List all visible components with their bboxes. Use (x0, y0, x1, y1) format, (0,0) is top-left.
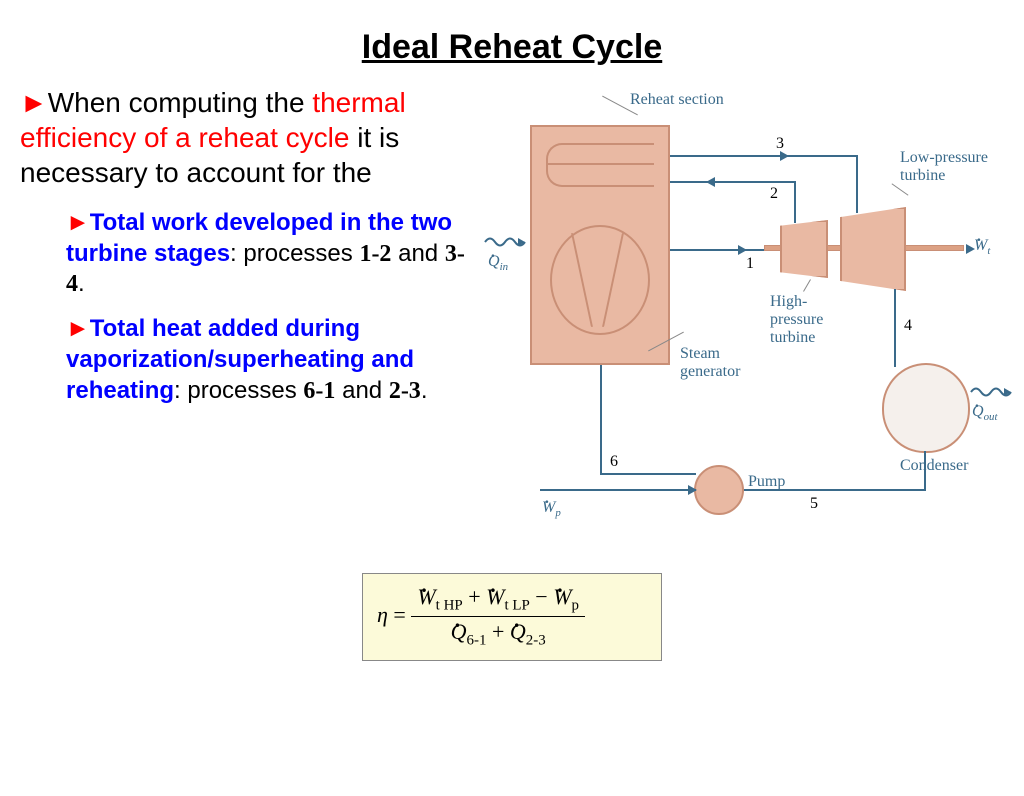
eq-plus2: + (492, 619, 510, 644)
triangle-icon: ► (20, 87, 48, 118)
leader-line (803, 279, 811, 292)
wp-label: Wp (542, 499, 561, 519)
pipe-2b (794, 181, 796, 223)
wp-line (540, 489, 696, 491)
triangle-icon: ► (66, 315, 90, 342)
state-3: 3 (776, 135, 784, 153)
eq-Q2: Q (510, 619, 526, 645)
reheat-cycle-diagram: Reheat section Qin 1 2 3 (480, 85, 1000, 545)
state-4: 4 (904, 317, 912, 335)
sub2-mid: and (335, 377, 388, 404)
flow-arrow-icon (706, 177, 715, 187)
state-5: 5 (810, 495, 818, 513)
sub-bullet-1: ►Total work developed in the two turbine… (66, 208, 470, 300)
eq-numerator: Wt HP + Wt LP − Wp (411, 584, 585, 617)
lp-turbine (840, 207, 906, 291)
leader-line (892, 183, 909, 195)
eq-W2: W (486, 584, 504, 610)
text-column: ►When computing the thermal efficiency o… (20, 85, 480, 545)
eq-denominator: Q6-1 + Q2-3 (411, 617, 585, 649)
page-title: Ideal Reheat Cycle (0, 28, 1024, 67)
main-bullet: ►When computing the thermal efficiency o… (20, 85, 470, 190)
lp-turbine-label: Low-pressure turbine (900, 149, 1010, 185)
condenser-label: Condenser (900, 457, 968, 475)
pipe-6b (600, 473, 696, 475)
eq-minus: − (535, 584, 553, 609)
eq-W1: W (417, 584, 435, 610)
reheat-label: Reheat section (630, 91, 724, 109)
condenser (882, 363, 970, 453)
eq-Q1: Q (451, 619, 467, 645)
triangle-icon: ► (66, 209, 90, 236)
sub2-end: . (421, 377, 428, 404)
qout-label: Qout (972, 403, 997, 423)
qin-label: Qin (488, 253, 508, 273)
pipe-6a (600, 365, 602, 473)
state-1: 1 (746, 255, 754, 273)
pipe-2a (670, 181, 796, 183)
sub1-mid: and (391, 240, 444, 267)
reheat-coil (546, 143, 654, 187)
sub-bullet-list: ►Total work developed in the two turbine… (20, 208, 470, 406)
content-row: ►When computing the thermal efficiency o… (0, 67, 1024, 545)
hp-turbine (780, 220, 828, 278)
sub2-proc-b: 2-3 (389, 378, 421, 404)
pipe-4 (894, 289, 896, 367)
state-2: 2 (770, 185, 778, 203)
eq-W3: W (553, 584, 571, 610)
pump-label: Pump (748, 473, 785, 491)
sub2-tail: : processes (174, 377, 303, 404)
pipe-5a (924, 451, 926, 491)
flow-arrow-icon (738, 245, 747, 255)
sub-bullet-2: ►Total heat added during vaporization/su… (66, 314, 470, 406)
eq-fraction: Wt HP + Wt LP − Wp Q6-1 + Q2-3 (411, 584, 585, 650)
pipe-3b (856, 155, 858, 213)
eq-sub-23: 2-3 (526, 633, 546, 649)
eq-sub-61: 6-1 (467, 633, 487, 649)
sub1-tail: : processes (230, 240, 359, 267)
wt-label: Wt (974, 237, 990, 257)
wp-arrow-icon (688, 485, 697, 495)
pipe-3a (670, 155, 858, 157)
sub1-proc-a: 1-2 (359, 241, 391, 267)
eq-equals: = (393, 602, 411, 627)
hp-turbine-label: High-pressure turbine (770, 293, 860, 347)
eq-plus1: + (468, 584, 486, 609)
state-6: 6 (610, 453, 618, 471)
main-bullet-lead: When computing the (48, 87, 313, 118)
diagram-column: Reheat section Qin 1 2 3 (480, 85, 1004, 545)
eq-sub-p: p (572, 597, 579, 613)
sub2-proc-a: 6-1 (303, 378, 335, 404)
efficiency-equation: η = Wt HP + Wt LP − Wp Q6-1 + Q2-3 (362, 573, 662, 661)
sub1-end: . (78, 270, 85, 297)
eq-eta: η (377, 602, 388, 627)
steam-generator-oval (550, 225, 650, 335)
steam-gen-label: Steam generator (680, 345, 760, 381)
pump (694, 465, 744, 515)
